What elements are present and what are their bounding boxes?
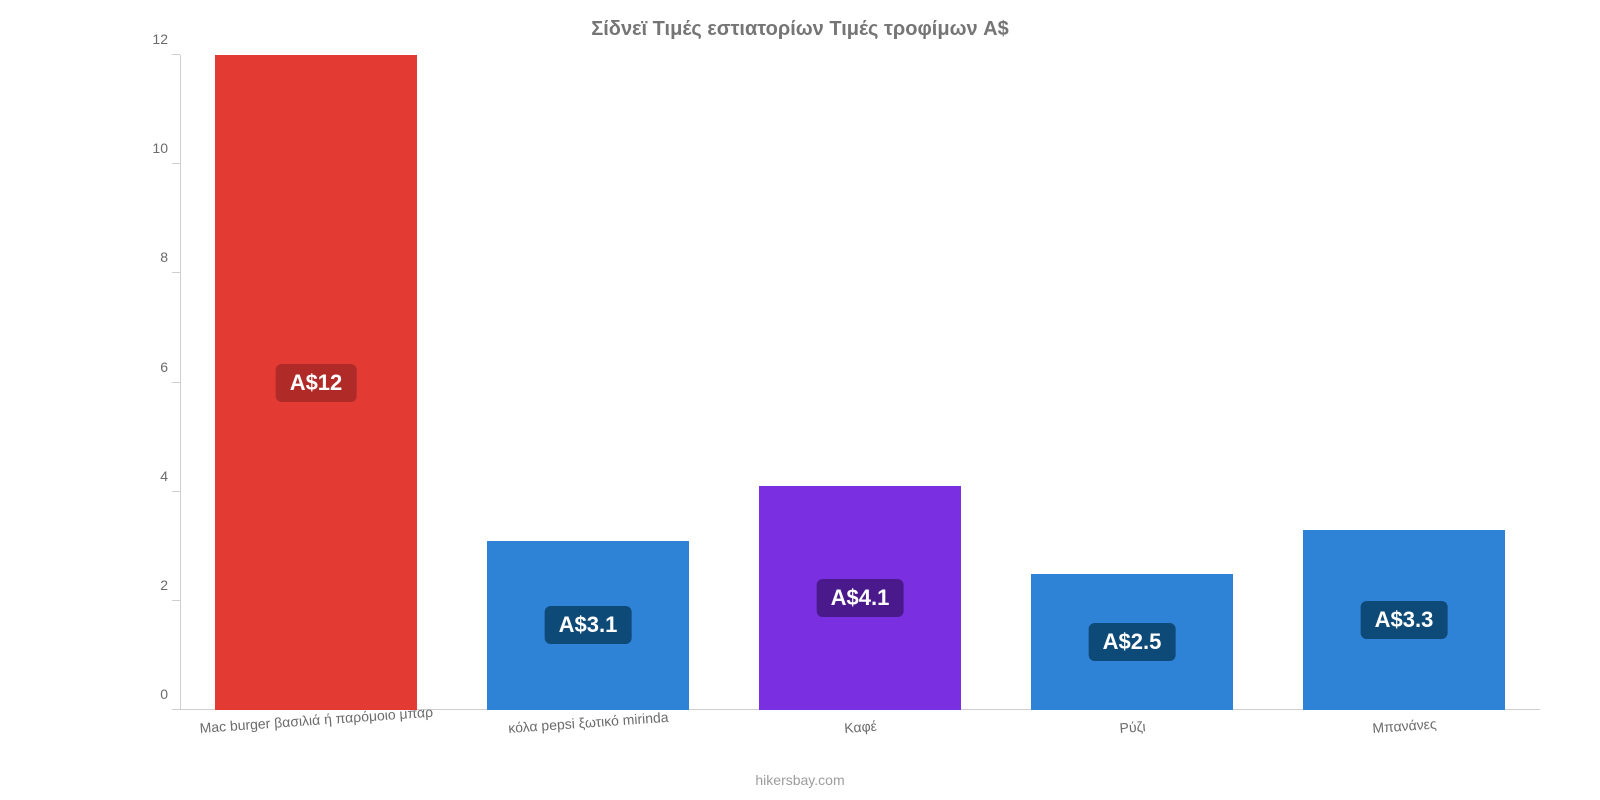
x-category-label: Μπανάνες <box>1372 716 1437 736</box>
x-category-label: Καφέ <box>844 718 878 736</box>
y-tick-label: 10 <box>130 140 180 156</box>
y-tick-mark <box>172 272 180 273</box>
plot-area: A$12Mac burger βασιλιά ή παρόμοιο μπαρA$… <box>180 55 1540 710</box>
y-tick-mark <box>172 54 180 55</box>
y-tick-label: 8 <box>130 249 180 265</box>
bar-value-badge: A$3.3 <box>1361 601 1448 639</box>
bar-value-badge: A$3.1 <box>545 606 632 644</box>
bar-slot: A$3.1κόλα pepsi ξωτικό mirinda <box>452 55 724 710</box>
y-tick-label: 4 <box>130 468 180 484</box>
bar-value-badge: A$12 <box>276 364 357 402</box>
y-tick-mark <box>172 163 180 164</box>
bar: A$12 <box>215 55 416 710</box>
bar-chart: Σίδνεϊ Τιμές εστιατορίων Τιμές τροφίμων … <box>0 0 1600 800</box>
bar-slot: A$2.5Ρύζι <box>996 55 1268 710</box>
bar-slot: A$3.3Μπανάνες <box>1268 55 1540 710</box>
y-tick-mark <box>172 709 180 710</box>
bar-slot: A$4.1Καφέ <box>724 55 996 710</box>
bar: A$3.1 <box>487 541 688 710</box>
y-tick-label: 6 <box>130 359 180 375</box>
chart-title: Σίδνεϊ Τιμές εστιατορίων Τιμές τροφίμων … <box>0 18 1600 41</box>
chart-credit: hikersbay.com <box>0 772 1600 788</box>
bar: A$4.1 <box>759 486 960 710</box>
x-category-label: κόλα pepsi ξωτικό mirinda <box>508 709 669 736</box>
x-category-label: Ρύζι <box>1119 718 1146 736</box>
bars-container: A$12Mac burger βασιλιά ή παρόμοιο μπαρA$… <box>180 55 1540 710</box>
bar: A$3.3 <box>1303 530 1504 710</box>
y-tick-label: 12 <box>130 31 180 47</box>
bar-value-badge: A$2.5 <box>1089 623 1176 661</box>
y-tick-mark <box>172 491 180 492</box>
y-tick-mark <box>172 382 180 383</box>
bar-value-badge: A$4.1 <box>817 579 904 617</box>
y-tick-label: 2 <box>130 577 180 593</box>
bar: A$2.5 <box>1031 574 1232 710</box>
bar-slot: A$12Mac burger βασιλιά ή παρόμοιο μπαρ <box>180 55 452 710</box>
y-tick-label: 0 <box>130 686 180 702</box>
y-tick-mark <box>172 600 180 601</box>
